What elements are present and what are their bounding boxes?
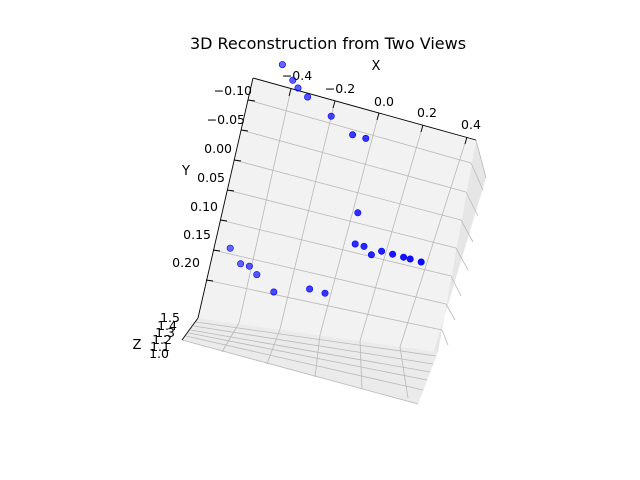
data-point xyxy=(321,289,329,297)
x-axis-line xyxy=(252,77,477,141)
x-tick-label: −0.2 xyxy=(325,81,355,96)
x-tick-label: 0.2 xyxy=(417,105,437,120)
data-point xyxy=(406,255,414,263)
data-point xyxy=(306,285,314,293)
x-tick-label: 0.0 xyxy=(374,94,394,109)
data-point xyxy=(226,244,234,252)
z-axis-label: Z xyxy=(133,338,142,353)
y-tick-label: 0.15 xyxy=(183,227,211,242)
scatter-points xyxy=(226,61,425,297)
y-tick-label: 0.20 xyxy=(172,255,200,270)
data-point xyxy=(289,76,297,84)
z-tick-label: 1.3 xyxy=(155,325,175,340)
z-pane-right xyxy=(418,140,486,404)
y-tick-label: 0.10 xyxy=(190,199,218,214)
data-point xyxy=(245,262,253,270)
y-tick-label: 0.05 xyxy=(197,170,225,185)
y-tick-label: −0.10 xyxy=(214,83,252,98)
data-point xyxy=(400,253,408,261)
data-point xyxy=(349,131,357,139)
y-tick-label: 0.00 xyxy=(204,141,232,156)
z-tick-label: 1.0 xyxy=(149,346,169,361)
data-point xyxy=(417,258,425,266)
data-point xyxy=(389,250,397,258)
data-point xyxy=(327,112,335,120)
grid-lines xyxy=(181,88,487,405)
data-point xyxy=(278,61,286,69)
chart-title: 3D Reconstruction from Two Views xyxy=(190,34,466,53)
data-point xyxy=(270,288,278,296)
data-point xyxy=(360,242,368,250)
data-point xyxy=(354,209,362,217)
y-axis-label: Y xyxy=(181,164,190,179)
data-point xyxy=(367,251,375,259)
z-tick-label: 1.4 xyxy=(157,318,177,333)
z-tick-label: 1.1 xyxy=(150,339,170,354)
y-axis-line xyxy=(197,77,254,319)
data-point xyxy=(378,247,386,255)
data-point xyxy=(237,260,245,268)
data-point xyxy=(304,93,312,101)
data-point xyxy=(294,84,302,92)
xy-pane xyxy=(198,78,476,352)
data-point xyxy=(362,134,370,142)
x-axis-label: X xyxy=(372,59,381,74)
x-tick-label: 0.4 xyxy=(461,117,481,132)
z-tick-label: 1.2 xyxy=(152,332,172,347)
y-tick-label: −0.05 xyxy=(207,112,245,127)
x-tick-label: −0.4 xyxy=(282,68,312,83)
z-tick-label: 1.5 xyxy=(160,310,180,325)
tick-marks xyxy=(205,88,468,282)
z-axis-line xyxy=(181,317,199,341)
data-point xyxy=(253,271,261,279)
data-point xyxy=(351,240,359,248)
